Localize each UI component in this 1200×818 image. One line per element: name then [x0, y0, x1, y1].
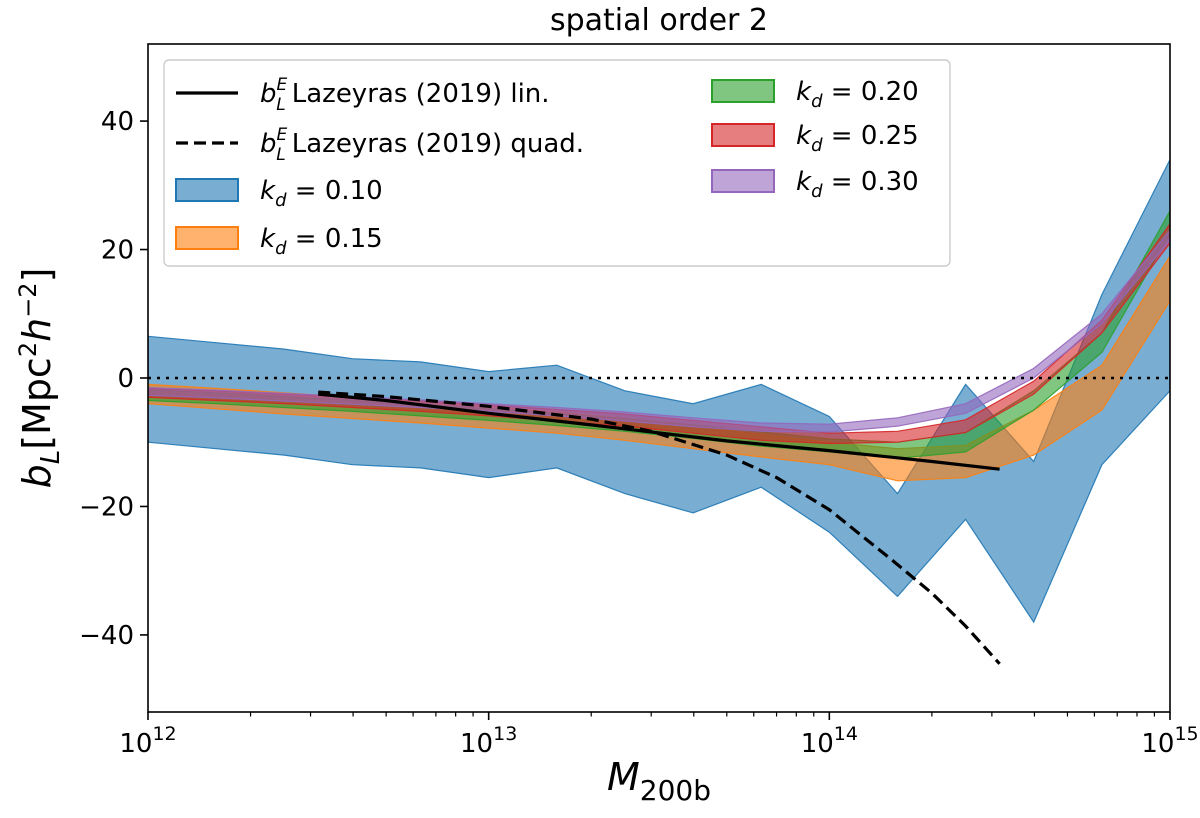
x-tick-exp: 13 [493, 723, 517, 745]
legend-text: Lazeyras (2019) quad. [292, 129, 584, 159]
bands-layer [148, 159, 1170, 624]
legend-text: Lazeyras (2019) lin. [292, 79, 550, 109]
legend-band-swatch-0.15 [175, 226, 239, 250]
x-tick-base: 10 [460, 729, 493, 759]
legend-band-swatch-0.20 [711, 79, 775, 103]
legend-label-dashed: bE L Lazeyras (2019) quad. [260, 125, 584, 165]
x-axis-label: M200b [607, 755, 711, 807]
legend-k-sub: d [275, 238, 287, 259]
band-kd-0.10 [148, 159, 1170, 624]
legend-symbol: b [260, 79, 277, 109]
legend-frame [163, 59, 951, 267]
x-axis-label-main: M [607, 755, 640, 799]
legend-k-sub: d [811, 181, 823, 202]
legend-k-sub: d [811, 91, 823, 112]
legend-eq: = 0.15 [287, 224, 383, 254]
y-axis-label-symbol: b [15, 464, 59, 488]
legend: bE L Lazeyras (2019) lin.bE L Lazeyras (2019… [163, 59, 951, 267]
legend-eq: = 0.30 [823, 167, 919, 197]
y-axis-label: bL[Mpc2h−2] [14, 268, 66, 489]
y-axis-label-close: ] [15, 268, 59, 283]
legend-band-label-0.30: kd = 0.30 [796, 167, 919, 202]
legend-band-label-0.20: kd = 0.20 [796, 77, 919, 112]
legend-eq: = 0.10 [287, 176, 383, 206]
legend-k-sub: d [275, 190, 287, 211]
y-tick-label: −40 [79, 621, 134, 651]
legend-k: k [260, 224, 276, 254]
legend-band-swatch-0.30 [711, 169, 775, 193]
legend-k: k [796, 77, 812, 107]
x-tick-base: 10 [801, 729, 834, 759]
legend-sub: L [276, 145, 285, 165]
x-tick-label: 1013 [460, 723, 517, 759]
x-tick-exp: 14 [834, 723, 858, 745]
legend-sup: E [277, 75, 288, 95]
x-tick-label: 1015 [1141, 723, 1198, 759]
legend-k: k [796, 121, 812, 151]
chart-title: spatial order 2 [550, 3, 768, 38]
legend-eq: = 0.20 [823, 77, 919, 107]
x-tick-exp: 12 [152, 723, 176, 745]
legend-sub: L [276, 95, 285, 115]
y-tick-label: 40 [101, 107, 134, 137]
legend-band-swatch-0.25 [711, 123, 775, 147]
y-axis-label-h: h [15, 318, 59, 342]
x-axis-label-sub: 200b [640, 774, 711, 807]
legend-sup: E [277, 125, 288, 145]
y-axis-label-unit: [Mpc [15, 357, 59, 450]
legend-band-label-0.25: kd = 0.25 [796, 121, 919, 156]
y-tick-label: −20 [79, 492, 134, 522]
y-tick-label: 20 [101, 236, 134, 266]
x-tick-label: 1014 [801, 723, 858, 759]
legend-symbol: b [260, 129, 277, 159]
y-axis-label-sub: L [36, 450, 66, 465]
y-tick-label: 0 [117, 364, 134, 394]
line-dashed [318, 390, 1001, 665]
legend-band-label-0.10: kd = 0.10 [260, 176, 383, 211]
x-tick-exp: 15 [1174, 723, 1198, 745]
x-tick-base: 10 [1141, 729, 1174, 759]
legend-label-solid: bE L Lazeyras (2019) lin. [260, 75, 550, 115]
legend-k-sub: d [811, 135, 823, 156]
x-tick-base: 10 [119, 729, 152, 759]
lines-layer [318, 390, 1001, 665]
legend-eq: = 0.25 [823, 121, 919, 151]
legend-band-label-0.15: kd = 0.15 [260, 224, 383, 259]
y-axis-label-sup2: −2 [14, 282, 42, 317]
y-axis-label-sup1: 2 [14, 342, 42, 357]
legend-k: k [260, 176, 276, 206]
x-tick-label: 1012 [119, 723, 176, 759]
legend-k: k [796, 167, 812, 197]
legend-band-swatch-0.10 [175, 178, 239, 202]
